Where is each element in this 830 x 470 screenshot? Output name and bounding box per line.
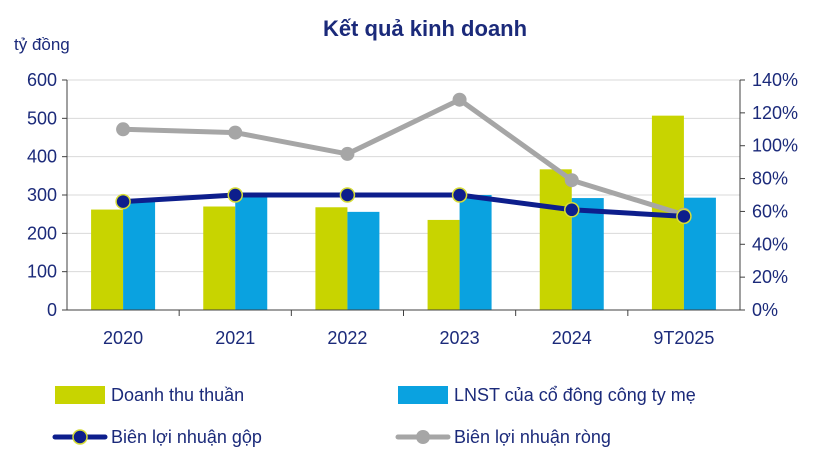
point-gross-margin: [564, 202, 580, 218]
right-axis-tick-label: 140%: [752, 70, 798, 90]
left-axis-tick-label: 100: [27, 262, 57, 282]
right-axis-tick-label: 40%: [752, 234, 788, 254]
point-gross-margin: [451, 187, 468, 203]
bar-lnst: [123, 200, 156, 310]
y-axis-unit-label: tỷ đồng: [14, 35, 70, 54]
category-label: 2021: [215, 328, 255, 348]
point-gross-margin: [676, 208, 692, 225]
point-gross-margin: [339, 187, 356, 203]
point-gross-margin: [227, 187, 243, 203]
point-net-margin: [228, 125, 243, 140]
legend-label: LNST của cổ đông công ty mẹ: [454, 385, 696, 405]
category-label: 2020: [103, 328, 143, 348]
right-axis-tick-label: 0%: [752, 300, 778, 320]
category-label: 2022: [327, 328, 367, 348]
legend-label: Doanh thu thuần: [111, 385, 244, 405]
point-net-margin: [564, 173, 579, 188]
right-axis-tick-label: 20%: [752, 267, 788, 287]
legend-swatch: [398, 386, 448, 404]
legend-label: Biên lợi nhuận gộp: [111, 427, 262, 447]
category-label: 2024: [552, 328, 592, 348]
legend-marker: [72, 429, 88, 445]
point-net-margin: [340, 146, 355, 161]
bar-doanh-thu: [539, 169, 572, 310]
bar-doanh-thu: [203, 206, 236, 310]
category-label: 2023: [440, 328, 480, 348]
point-net-margin: [116, 122, 131, 137]
chart-title: Kết quả kinh doanh: [323, 16, 527, 41]
bar-lnst: [459, 195, 492, 310]
right-axis-tick-label: 120%: [752, 103, 798, 123]
line-net-margin: [120, 97, 687, 218]
right-axis-tick-label: 60%: [752, 201, 788, 221]
left-axis-tick-labels: 0 100 200 300 400 500 600: [27, 70, 57, 320]
bar-doanh-thu: [427, 219, 460, 310]
left-axis-tick-label: 0: [47, 300, 57, 320]
right-axis-tick-labels: 0% 20% 40% 60% 80% 100% 120% 140%: [752, 70, 798, 320]
bar-doanh-thu: [315, 207, 348, 310]
category-labels: 2020 2021 2022 2023 2024 9T2025: [103, 328, 714, 348]
left-axis-tick-label: 500: [27, 108, 57, 128]
bar-lnst: [571, 198, 604, 310]
bar-lnst: [235, 193, 268, 310]
legend: Doanh thu thuần LNST của cổ đông công ty …: [52, 385, 696, 447]
bar-lnst: [347, 211, 380, 310]
bar-doanh-thu: [91, 209, 124, 310]
legend-swatch: [55, 386, 105, 404]
line-series: [115, 92, 692, 225]
gridlines: [67, 79, 740, 273]
legend-label: Biên lợi nhuận ròng: [454, 427, 611, 447]
point-net-margin: [452, 92, 467, 107]
line-gross-margin: [120, 192, 687, 219]
left-axis-tick-label: 200: [27, 223, 57, 243]
right-axis-tick-label: 80%: [752, 169, 788, 189]
bar-series: [91, 115, 716, 311]
axes: [62, 79, 745, 316]
left-axis-tick-label: 300: [27, 185, 57, 205]
left-axis-tick-label: 400: [27, 147, 57, 167]
right-axis-tick-label: 100%: [752, 136, 798, 156]
legend-marker: [416, 430, 430, 444]
left-axis-tick-label: 600: [27, 70, 57, 90]
point-gross-margin: [115, 193, 131, 210]
category-label: 9T2025: [653, 328, 714, 348]
